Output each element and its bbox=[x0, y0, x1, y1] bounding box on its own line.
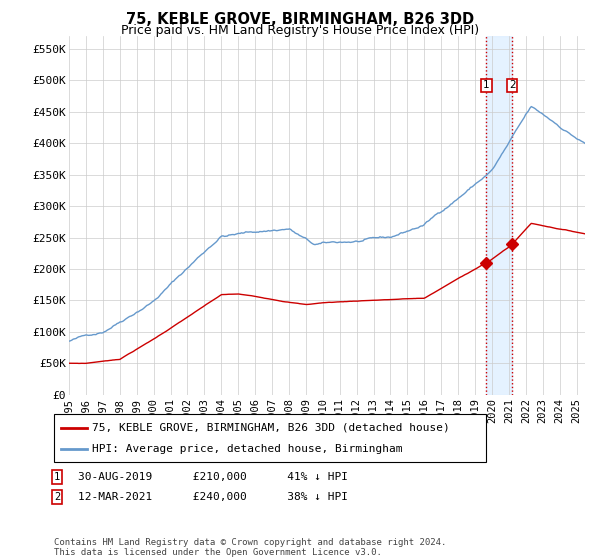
Text: 75, KEBLE GROVE, BIRMINGHAM, B26 3DD: 75, KEBLE GROVE, BIRMINGHAM, B26 3DD bbox=[126, 12, 474, 27]
Text: 75, KEBLE GROVE, BIRMINGHAM, B26 3DD (detached house): 75, KEBLE GROVE, BIRMINGHAM, B26 3DD (de… bbox=[92, 423, 449, 433]
Text: HPI: Average price, detached house, Birmingham: HPI: Average price, detached house, Birm… bbox=[92, 444, 403, 454]
Text: 2: 2 bbox=[509, 81, 515, 91]
Text: 1: 1 bbox=[54, 472, 60, 482]
Text: 30-AUG-2019      £210,000      41% ↓ HPI: 30-AUG-2019 £210,000 41% ↓ HPI bbox=[78, 472, 348, 482]
Text: Contains HM Land Registry data © Crown copyright and database right 2024.
This d: Contains HM Land Registry data © Crown c… bbox=[54, 538, 446, 557]
Text: Price paid vs. HM Land Registry's House Price Index (HPI): Price paid vs. HM Land Registry's House … bbox=[121, 24, 479, 37]
Text: 1: 1 bbox=[483, 81, 490, 91]
Text: 12-MAR-2021      £240,000      38% ↓ HPI: 12-MAR-2021 £240,000 38% ↓ HPI bbox=[78, 492, 348, 502]
Bar bbox=[487, 36, 512, 395]
Text: 2: 2 bbox=[54, 492, 60, 502]
